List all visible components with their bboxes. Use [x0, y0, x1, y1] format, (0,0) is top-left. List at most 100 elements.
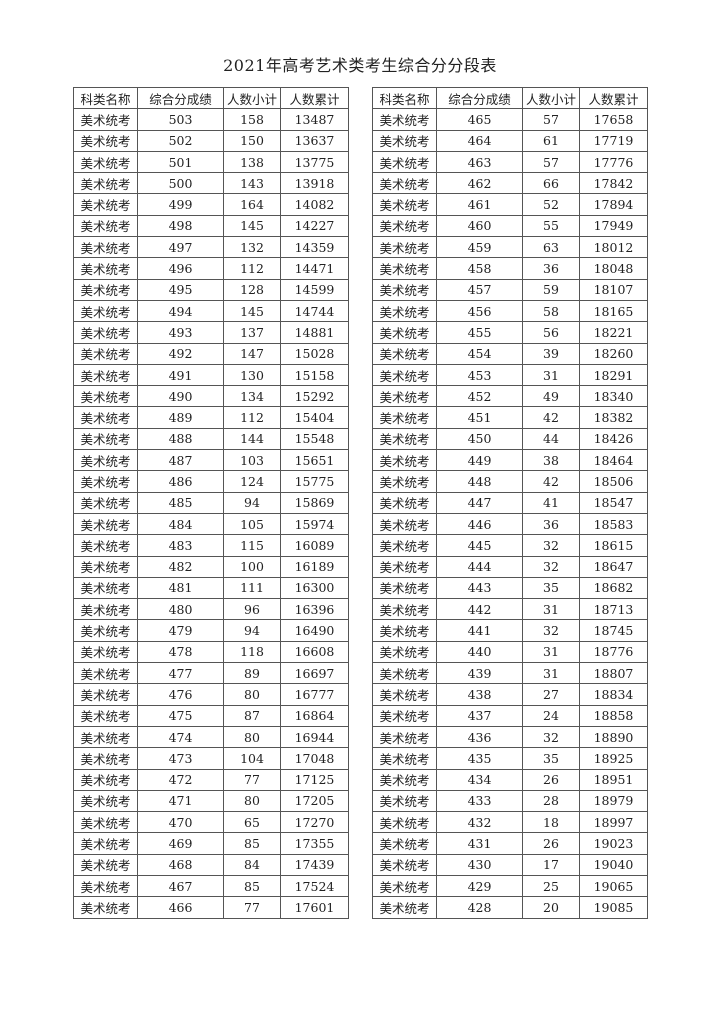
cell-cumulative: 14227: [280, 214, 349, 238]
cell-cumulative: 18260: [579, 342, 648, 365]
table-row: 美术统考 496 112 14471: [73, 257, 349, 280]
cell-count: 27: [522, 683, 580, 706]
table-row: 美术统考 503 158 13487: [73, 108, 349, 131]
cell-subject: 美术统考: [372, 150, 437, 174]
table-row: 美术统考 484 105 15974: [73, 512, 349, 536]
cell-count: 84: [223, 853, 281, 876]
cell-cumulative: 18165: [579, 299, 648, 323]
cell-cumulative: 16089: [280, 534, 349, 557]
cell-subject: 美术统考: [372, 278, 437, 301]
cell-count: 65: [223, 811, 281, 834]
cell-subject: 美术统考: [372, 598, 437, 621]
cell-count: 36: [522, 257, 580, 280]
cell-count: 31: [522, 598, 580, 621]
cell-score: 495: [137, 278, 224, 301]
cell-count: 24: [522, 704, 580, 727]
table-row: 美术统考 442 31 18713: [372, 598, 648, 621]
cell-score: 462: [436, 172, 523, 195]
cell-score: 463: [436, 150, 523, 174]
table-row: 美术统考 472 77 17125: [73, 768, 349, 791]
cell-cumulative: 18382: [579, 406, 648, 429]
table-row: 美术统考 499 164 14082: [73, 193, 349, 216]
cell-subject: 美术统考: [372, 704, 437, 727]
cell-score: 466: [137, 896, 224, 919]
cell-cumulative: 14881: [280, 321, 349, 344]
table-row: 美术统考 432 18 18997: [372, 811, 648, 834]
cell-count: 39: [522, 342, 580, 365]
cell-subject: 美术统考: [73, 363, 138, 387]
cell-count: 103: [223, 449, 281, 472]
cell-subject: 美术统考: [73, 896, 138, 919]
cell-subject: 美术统考: [372, 512, 437, 536]
cell-subject: 美术统考: [372, 299, 437, 323]
cell-subject: 美术统考: [73, 129, 138, 152]
cell-cumulative: 17355: [280, 832, 349, 855]
table-row: 美术统考 481 111 16300: [73, 576, 349, 600]
cell-score: 451: [436, 406, 523, 429]
cell-subject: 美术统考: [372, 449, 437, 472]
table-row: 美术统考 467 85 17524: [73, 874, 349, 898]
cell-score: 474: [137, 725, 224, 749]
cell-score: 484: [137, 512, 224, 536]
cell-subject: 美术统考: [73, 576, 138, 600]
cell-score: 491: [137, 363, 224, 387]
cell-cumulative: 18615: [579, 534, 648, 557]
cell-cumulative: 15869: [280, 491, 349, 514]
cell-subject: 美术统考: [372, 619, 437, 642]
cell-subject: 美术统考: [372, 640, 437, 664]
cell-cumulative: 17048: [280, 747, 349, 770]
cell-subject: 美术统考: [73, 193, 138, 216]
table-row: 美术统考 451 42 18382: [372, 406, 648, 429]
cell-score: 445: [436, 534, 523, 557]
cell-cumulative: 13775: [280, 150, 349, 174]
cell-score: 475: [137, 704, 224, 727]
table-row: 美术统考 495 128 14599: [73, 278, 349, 301]
cell-cumulative: 18426: [579, 427, 648, 451]
cell-cumulative: 15775: [280, 470, 349, 493]
cell-count: 41: [522, 491, 580, 514]
cell-subject: 美术统考: [73, 598, 138, 621]
cell-count: 150: [223, 129, 281, 152]
cell-cumulative: 15404: [280, 406, 349, 429]
cell-cumulative: 17776: [579, 150, 648, 174]
cell-count: 26: [522, 768, 580, 791]
cell-count: 80: [223, 725, 281, 749]
cell-subject: 美术统考: [372, 491, 437, 514]
table-row: 美术统考 498 145 14227: [73, 214, 349, 238]
cell-count: 87: [223, 704, 281, 727]
cell-subject: 美术统考: [372, 576, 437, 600]
cell-subject: 美术统考: [73, 619, 138, 642]
table-row: 美术统考 450 44 18426: [372, 427, 648, 451]
cell-count: 31: [522, 662, 580, 685]
cell-subject: 美术统考: [372, 874, 437, 898]
cell-subject: 美术统考: [372, 172, 437, 195]
cell-cumulative: 18925: [579, 747, 648, 770]
table-row: 美术统考 471 80 17205: [73, 789, 349, 813]
cell-cumulative: 17125: [280, 768, 349, 791]
cell-cumulative: 18713: [579, 598, 648, 621]
cell-count: 85: [223, 874, 281, 898]
cell-count: 32: [522, 555, 580, 578]
cell-count: 66: [522, 172, 580, 195]
cell-subject: 美术统考: [73, 683, 138, 706]
cell-subject: 美术统考: [73, 747, 138, 770]
cell-count: 80: [223, 683, 281, 706]
table-row: 美术统考 457 59 18107: [372, 278, 648, 301]
cell-count: 124: [223, 470, 281, 493]
cell-count: 57: [522, 150, 580, 174]
cell-score: 447: [436, 491, 523, 514]
cell-cumulative: 17601: [280, 896, 349, 919]
cell-count: 104: [223, 747, 281, 770]
cell-score: 473: [137, 747, 224, 770]
header-cumulative: 人数累计: [579, 86, 648, 110]
cell-score: 454: [436, 342, 523, 365]
cell-cumulative: 17719: [579, 129, 648, 152]
table-row: 美术统考 434 26 18951: [372, 768, 648, 791]
cell-score: 460: [436, 214, 523, 238]
cell-subject: 美术统考: [73, 150, 138, 174]
cell-count: 17: [522, 853, 580, 876]
cell-score: 449: [436, 449, 523, 472]
header-count: 人数小计: [522, 86, 580, 110]
cell-subject: 美术统考: [73, 662, 138, 685]
table-row: 美术统考 433 28 18979: [372, 789, 648, 813]
